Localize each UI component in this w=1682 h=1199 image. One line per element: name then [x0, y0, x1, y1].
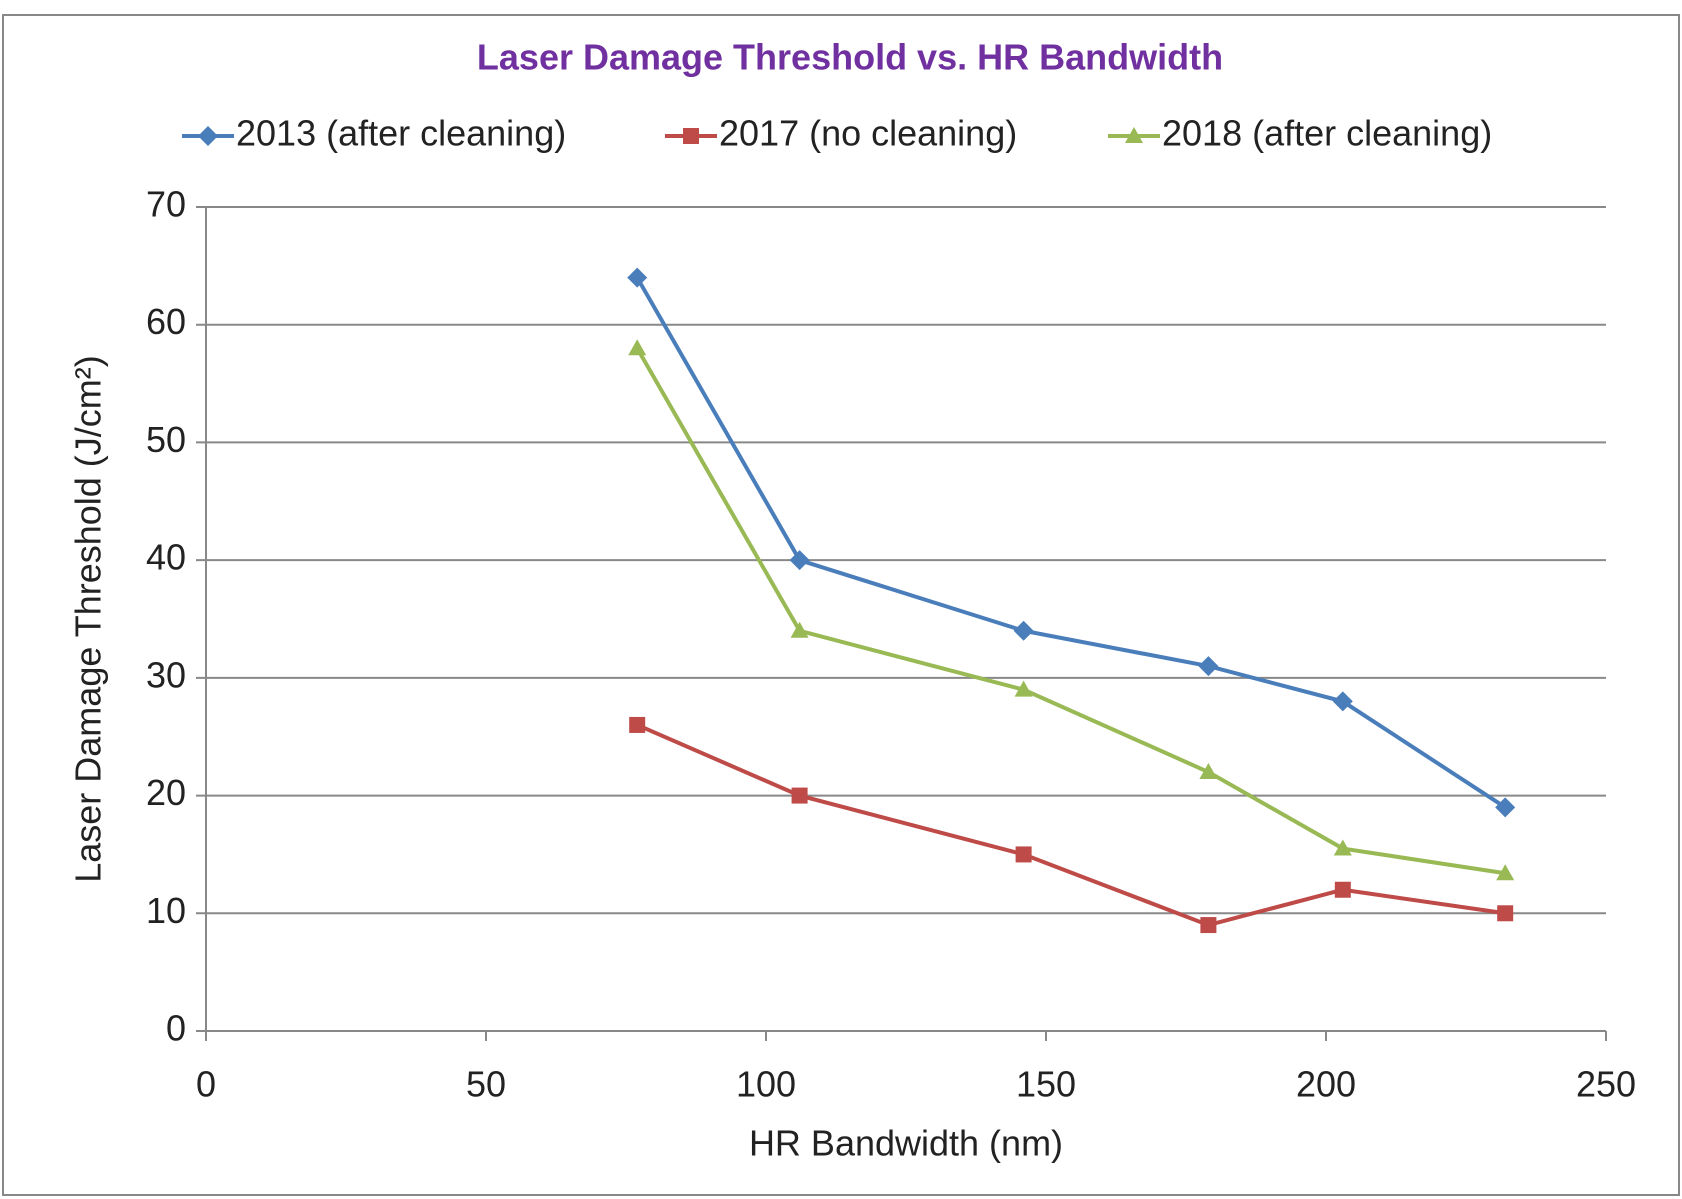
marker [1332, 691, 1353, 712]
marker [1014, 680, 1033, 697]
marker [1495, 797, 1516, 818]
marker [789, 550, 810, 571]
marker [1013, 620, 1034, 641]
series-line [635, 276, 1507, 810]
x-tick-label: 0 [196, 1064, 216, 1105]
y-tick-label: 0 [166, 1008, 186, 1049]
legend-label: 2013 (after cleaning) [236, 113, 566, 154]
x-tick-label: 50 [466, 1064, 506, 1105]
y-tick-label: 40 [146, 537, 186, 578]
x-tick-label: 150 [1016, 1064, 1076, 1105]
x-tick-label: 250 [1576, 1064, 1636, 1105]
marker [791, 787, 808, 804]
marker [1199, 763, 1218, 780]
marker [1198, 656, 1219, 677]
legend-label: 2018 (after cleaning) [1162, 113, 1492, 154]
x-axis-title: HR Bandwidth (nm) [749, 1123, 1063, 1164]
y-tick-label: 10 [146, 890, 186, 931]
y-tick-label: 60 [146, 301, 186, 342]
marker [629, 716, 646, 733]
x-tick-label: 200 [1296, 1064, 1356, 1105]
marker [790, 621, 809, 638]
marker [1334, 881, 1351, 898]
y-tick-label: 70 [146, 184, 186, 225]
marker [1333, 839, 1352, 856]
y-tick-label: 30 [146, 654, 186, 695]
marker [1200, 917, 1217, 934]
legend-label: 2017 (no cleaning) [719, 113, 1017, 154]
marker [627, 267, 648, 288]
y-tick-label: 50 [146, 419, 186, 460]
marker [1496, 864, 1515, 881]
marker [1497, 905, 1514, 922]
marker [628, 339, 647, 356]
series-line [636, 723, 1506, 928]
marker [1015, 846, 1032, 863]
y-tick-label: 20 [146, 772, 186, 813]
x-tick-label: 100 [736, 1064, 796, 1105]
series-line [635, 347, 1506, 876]
legend-marker [683, 128, 699, 144]
legend-marker [198, 126, 218, 146]
chart-frame [2, 14, 1680, 1196]
y-axis-title: Laser Damage Threshold (J/cm²) [68, 355, 109, 883]
legend-marker [1125, 127, 1143, 143]
chart-title: Laser Damage Threshold vs. HR Bandwidth [477, 37, 1223, 78]
